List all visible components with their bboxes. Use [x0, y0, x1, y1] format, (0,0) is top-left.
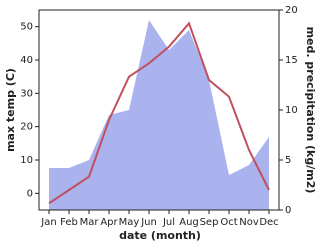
y-tick-label: 50	[20, 22, 33, 33]
y-tick-label: 30	[20, 88, 33, 99]
x-tick-label: Jan	[40, 217, 56, 228]
y-tick-label: 10	[20, 155, 33, 166]
x-tick-label: Jun	[140, 217, 157, 228]
temperature-line	[48, 21, 270, 205]
x-tick-label: Aug	[179, 217, 199, 228]
y2-tick-label: 20	[285, 5, 298, 16]
y-axis-label: max temp (C)	[4, 68, 17, 152]
x-tick-label: Nov	[239, 217, 259, 228]
y2-tick-label: 10	[285, 105, 298, 116]
y-tick-label: 20	[20, 122, 33, 133]
y-tick-label: 40	[20, 55, 33, 66]
x-tick-label: Apr	[100, 217, 118, 228]
precipitation-area	[49, 20, 269, 210]
y2-tick-label: 15	[285, 55, 298, 66]
x-tick-label: Mar	[80, 217, 100, 228]
x-tick-label: Jul	[162, 217, 175, 228]
y2-tick-label: 0	[285, 205, 291, 216]
x-tick-label: Oct	[220, 217, 237, 228]
x-axis-label: date (month)	[119, 229, 201, 242]
x-tick-label: May	[119, 217, 140, 228]
x-tick-label: Feb	[60, 217, 78, 228]
x-tick-label: Sep	[200, 217, 219, 228]
y2-tick-label: 5	[285, 155, 291, 166]
y-tick-label: 0	[27, 188, 33, 199]
x-tick-label: Dec	[259, 217, 278, 228]
y2-axis-label: med. precipitation (kg/m2)	[304, 27, 317, 194]
